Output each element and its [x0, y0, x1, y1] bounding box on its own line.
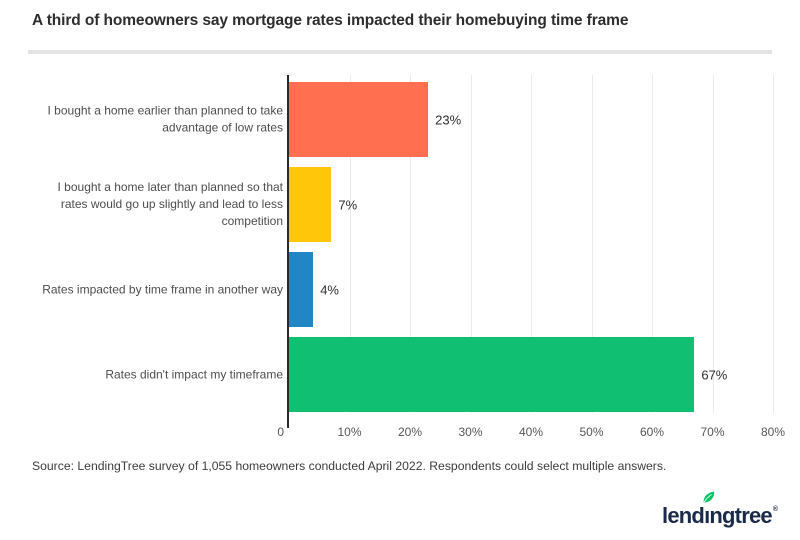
tick-label: 30% — [458, 425, 483, 439]
bar — [289, 252, 314, 327]
gridline — [591, 75, 593, 413]
x-axis-ticks: 0 10% 20% 30% 40% 50% 60% 70% 80% — [277, 425, 785, 441]
leaf-icon — [703, 491, 715, 503]
gridline — [410, 75, 411, 413]
tick-label: 80% — [760, 425, 786, 439]
gridline — [349, 75, 351, 413]
category-label: Rates didn't impact my timeframe — [105, 366, 283, 381]
tick-label: 50% — [579, 425, 604, 439]
logo-text-lend: lend — [662, 503, 705, 528]
tick-label: 40% — [518, 425, 544, 439]
category-label: Rates impacted by time frame in another … — [42, 281, 283, 296]
logo-text-i: ı — [704, 503, 710, 528]
source-note: Source: LendingTree survey of 1,055 home… — [32, 459, 667, 473]
gridline — [470, 75, 472, 413]
category-labels: I bought a home earlier than planned to … — [28, 75, 283, 413]
category-label: I bought a home earlier than planned to … — [47, 103, 284, 135]
gridline — [652, 75, 653, 413]
gridline — [773, 75, 774, 413]
tick-label: 60% — [639, 425, 665, 439]
lendingtree-logo: lend ıngtree® — [662, 491, 778, 528]
value-label: 7% — [338, 197, 358, 212]
gridline — [712, 75, 714, 413]
title-divider — [28, 50, 772, 54]
bar — [289, 82, 429, 157]
tick-label: 70% — [700, 425, 725, 439]
tick-label: 20% — [397, 425, 423, 439]
plot-area: 23% 7% 4% 67% — [289, 75, 774, 413]
value-label: 4% — [320, 282, 339, 297]
value-label: 23% — [435, 112, 462, 127]
page-title: A third of homeowners say mortgage rates… — [32, 12, 629, 29]
tick-label: 10% — [337, 425, 362, 439]
logo-text-ngtree: ngtree — [709, 503, 772, 528]
tick-label: 0 — [277, 425, 284, 439]
bar — [289, 337, 695, 412]
bar — [289, 167, 332, 242]
registered-mark: ® — [772, 506, 778, 513]
category-label: I bought a home later than planned so th… — [57, 179, 284, 229]
y-axis-line — [287, 75, 289, 428]
gridline — [531, 75, 532, 413]
value-label: 67% — [701, 367, 728, 382]
